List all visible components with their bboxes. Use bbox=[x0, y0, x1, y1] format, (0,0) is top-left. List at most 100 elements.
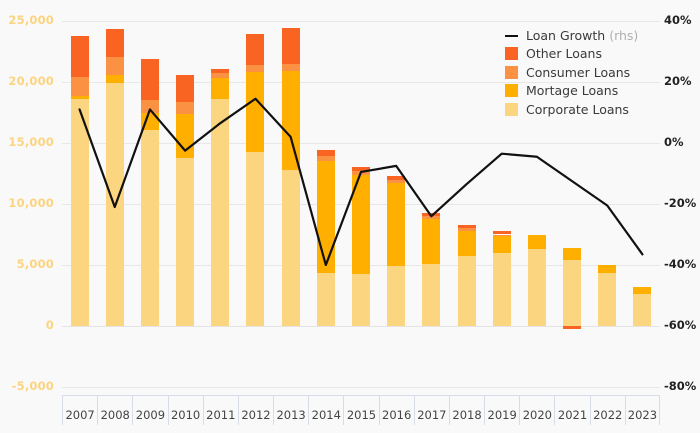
chart-legend: Loan Growth (rhs) Other Loans Consumer Loan… bbox=[505, 26, 645, 119]
bar-segment[interactable] bbox=[598, 272, 617, 326]
bar-segment[interactable] bbox=[563, 247, 582, 261]
bar-segment[interactable] bbox=[316, 272, 335, 326]
legend-line-icon bbox=[505, 29, 518, 42]
x-axis-tick: 2015 bbox=[343, 395, 379, 425]
bar-segment[interactable] bbox=[140, 99, 159, 114]
bar-segment[interactable] bbox=[211, 99, 230, 326]
bar-group[interactable] bbox=[176, 21, 195, 387]
legend-item[interactable]: Other Loans bbox=[505, 45, 645, 64]
bar-group[interactable] bbox=[387, 21, 406, 387]
bar-group[interactable] bbox=[281, 21, 300, 387]
bar-segment[interactable] bbox=[527, 235, 546, 249]
bar-segment[interactable] bbox=[176, 101, 195, 115]
x-axis-tick-label: 2010 bbox=[170, 408, 201, 422]
bar-group[interactable] bbox=[598, 21, 617, 387]
bar-segment[interactable] bbox=[316, 150, 335, 157]
bar-segment[interactable] bbox=[563, 326, 582, 330]
x-axis-tick: 2018 bbox=[448, 395, 485, 425]
x-axis-tick-label: 2007 bbox=[65, 408, 95, 422]
bar-segment[interactable] bbox=[352, 171, 370, 175]
bar-segment[interactable] bbox=[316, 156, 335, 162]
bar-segment[interactable] bbox=[492, 252, 511, 326]
bar-group[interactable] bbox=[316, 21, 335, 387]
legend-item[interactable]: Loan Growth (rhs) bbox=[505, 26, 645, 45]
bar-segment[interactable] bbox=[176, 75, 195, 102]
gridline bbox=[62, 82, 660, 83]
bar-segment[interactable] bbox=[422, 264, 441, 326]
bar-segment[interactable] bbox=[140, 113, 159, 131]
bar-segment[interactable] bbox=[140, 130, 159, 326]
bar-segment[interactable] bbox=[387, 179, 406, 183]
bar-segment[interactable] bbox=[387, 175, 406, 180]
bar-group[interactable] bbox=[140, 21, 159, 387]
bar-segment[interactable] bbox=[387, 265, 406, 326]
bar-group[interactable] bbox=[352, 21, 370, 387]
bar-segment[interactable] bbox=[352, 174, 370, 274]
bar-segment[interactable] bbox=[70, 77, 89, 97]
legend-item[interactable]: Mortage Loans bbox=[505, 82, 645, 101]
bar-segment[interactable] bbox=[246, 64, 265, 72]
bar-group[interactable] bbox=[70, 21, 89, 387]
bar-segment[interactable] bbox=[563, 260, 582, 326]
bar-segment[interactable] bbox=[316, 161, 335, 273]
x-axis-tick: 2016 bbox=[378, 395, 414, 425]
bar-segment[interactable] bbox=[492, 236, 511, 253]
bar-segment[interactable] bbox=[457, 230, 476, 256]
bar-segment[interactable] bbox=[105, 75, 124, 83]
y-axis-left-label: -5,000 bbox=[11, 379, 54, 393]
legend-swatch-icon bbox=[505, 102, 518, 116]
bar-segment[interactable] bbox=[492, 231, 511, 235]
bar-segment[interactable] bbox=[176, 114, 195, 158]
bar-segment[interactable] bbox=[140, 59, 159, 100]
bar-segment[interactable] bbox=[70, 99, 89, 326]
bar-group[interactable] bbox=[633, 21, 652, 387]
bar-segment[interactable] bbox=[527, 248, 546, 326]
gridline bbox=[62, 326, 660, 327]
y-axis-right-label: -40% bbox=[664, 257, 697, 271]
bar-segment[interactable] bbox=[422, 213, 441, 217]
x-axis-tick: 2019 bbox=[484, 395, 520, 425]
bar-segment[interactable] bbox=[457, 224, 476, 229]
bar-segment[interactable] bbox=[598, 265, 617, 273]
bar-segment[interactable] bbox=[457, 228, 476, 231]
bar-segment[interactable] bbox=[387, 182, 406, 266]
x-axis-tick-label: 2016 bbox=[382, 408, 412, 422]
bar-segment[interactable] bbox=[246, 151, 265, 326]
x-axis-tick-label: 2020 bbox=[522, 408, 552, 422]
bar-segment[interactable] bbox=[105, 28, 124, 57]
bar-segment[interactable] bbox=[105, 82, 124, 326]
bar-segment[interactable] bbox=[176, 157, 195, 326]
legend-item[interactable]: Consumer Loans bbox=[505, 63, 645, 82]
bar-segment[interactable] bbox=[492, 234, 511, 237]
bar-segment[interactable] bbox=[352, 166, 370, 172]
bar-segment[interactable] bbox=[211, 77, 230, 100]
x-axis-tick: 2009 bbox=[132, 395, 168, 425]
bar-segment[interactable] bbox=[246, 71, 265, 152]
bar-segment[interactable] bbox=[281, 63, 300, 71]
bar-group[interactable] bbox=[457, 21, 476, 387]
bar-segment[interactable] bbox=[281, 170, 300, 326]
legend-item-label: Other Loans bbox=[526, 46, 602, 62]
bar-group[interactable] bbox=[422, 21, 441, 387]
legend-swatch-icon bbox=[505, 65, 518, 79]
bar-segment[interactable] bbox=[422, 216, 441, 219]
bar-segment[interactable] bbox=[70, 35, 89, 78]
bar-segment[interactable] bbox=[105, 56, 124, 76]
bar-segment[interactable] bbox=[281, 27, 300, 64]
bar-segment[interactable] bbox=[633, 294, 652, 326]
bar-segment[interactable] bbox=[352, 273, 370, 326]
bar-segment[interactable] bbox=[70, 96, 89, 100]
x-axis-tick-label: 2014 bbox=[311, 408, 341, 422]
bar-segment[interactable] bbox=[633, 286, 652, 295]
bar-segment[interactable] bbox=[457, 255, 476, 326]
bar-segment[interactable] bbox=[246, 34, 265, 65]
bar-group[interactable] bbox=[246, 21, 265, 387]
bar-segment[interactable] bbox=[281, 71, 300, 171]
bar-group[interactable] bbox=[105, 21, 124, 387]
bar-group[interactable] bbox=[211, 21, 230, 387]
bar-segment[interactable] bbox=[211, 73, 230, 78]
bar-segment[interactable] bbox=[422, 218, 441, 265]
y-axis-left-label: 10,000 bbox=[8, 196, 54, 210]
legend-item[interactable]: Corporate Loans bbox=[505, 100, 645, 119]
bar-segment[interactable] bbox=[211, 69, 230, 74]
